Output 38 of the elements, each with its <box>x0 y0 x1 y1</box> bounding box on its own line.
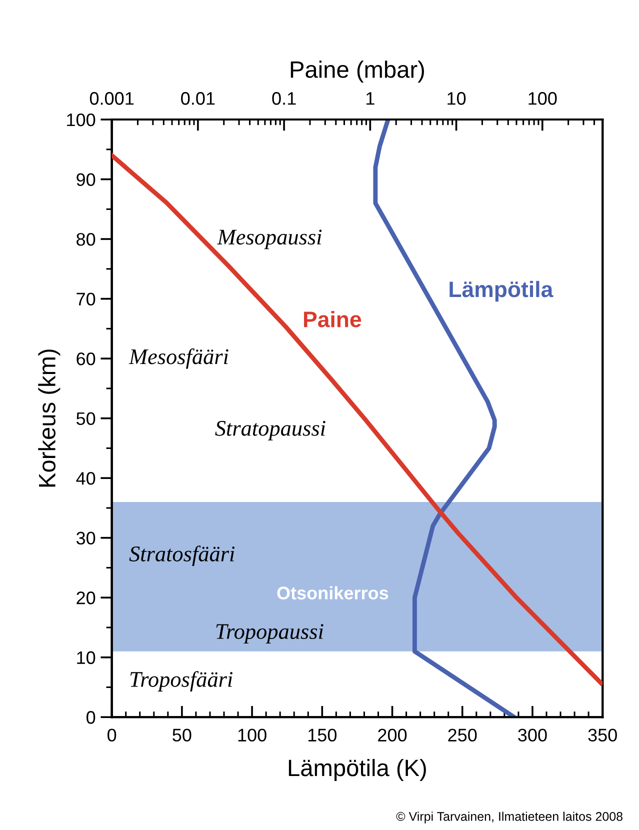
x2-tick-label: 0.01 <box>181 92 215 105</box>
x2-axis-title: Paine (mbar) <box>290 60 424 83</box>
y-tick-label: 70 <box>76 292 96 306</box>
annotation: Mesopaussi <box>217 230 322 250</box>
y-tick-label: 20 <box>76 592 96 604</box>
x-tick-label: 200 <box>378 728 407 742</box>
series-label: Paine <box>304 310 362 328</box>
x2-tick-label: 1 <box>366 92 374 105</box>
annotation: Stratosfääri <box>129 546 235 566</box>
y-axis-title: Korkeus (km) <box>38 350 60 487</box>
y-tick-label: 10 <box>77 651 96 664</box>
series-label: Lämpötila <box>450 280 554 302</box>
y-tick-label: 100 <box>67 113 96 126</box>
x-tick-label: 50 <box>172 728 192 742</box>
x-tick-label: 100 <box>238 728 266 742</box>
x-tick-label: 150 <box>308 728 337 742</box>
x-tick-label: 250 <box>448 728 477 742</box>
x2-tick-label: 0.1 <box>272 92 296 105</box>
x2-tick-label: 10 <box>448 92 466 105</box>
annotation: Tropopaussi <box>216 624 324 644</box>
y-tick-label: 60 <box>76 352 96 366</box>
y-tick-label: 90 <box>76 173 96 186</box>
y-tick-label: 0 <box>86 711 96 724</box>
annotation: Mesosfääri <box>128 348 228 369</box>
y-tick-label: 80 <box>76 232 96 246</box>
x-axis-title: Lämpötila (K) <box>288 758 426 781</box>
x-tick-label: 0 <box>108 728 116 742</box>
text: © Virpi Tarvainen, Ilmatieteen laitos 2008 <box>396 812 622 824</box>
band-label: Otsonikerros <box>277 586 388 600</box>
x2-tick-label: 100 <box>528 92 557 105</box>
y-tick-label: 30 <box>76 532 96 545</box>
annotation: Troposfääri <box>130 671 232 692</box>
x-tick-label: 300 <box>518 728 547 742</box>
y-tick-label: 50 <box>76 412 96 426</box>
annotation: Stratopaussi <box>215 420 326 440</box>
x2-tick-label: 0.001 <box>90 92 134 105</box>
x-tick-label: 350 <box>588 728 617 742</box>
y-tick-label: 40 <box>76 472 96 485</box>
